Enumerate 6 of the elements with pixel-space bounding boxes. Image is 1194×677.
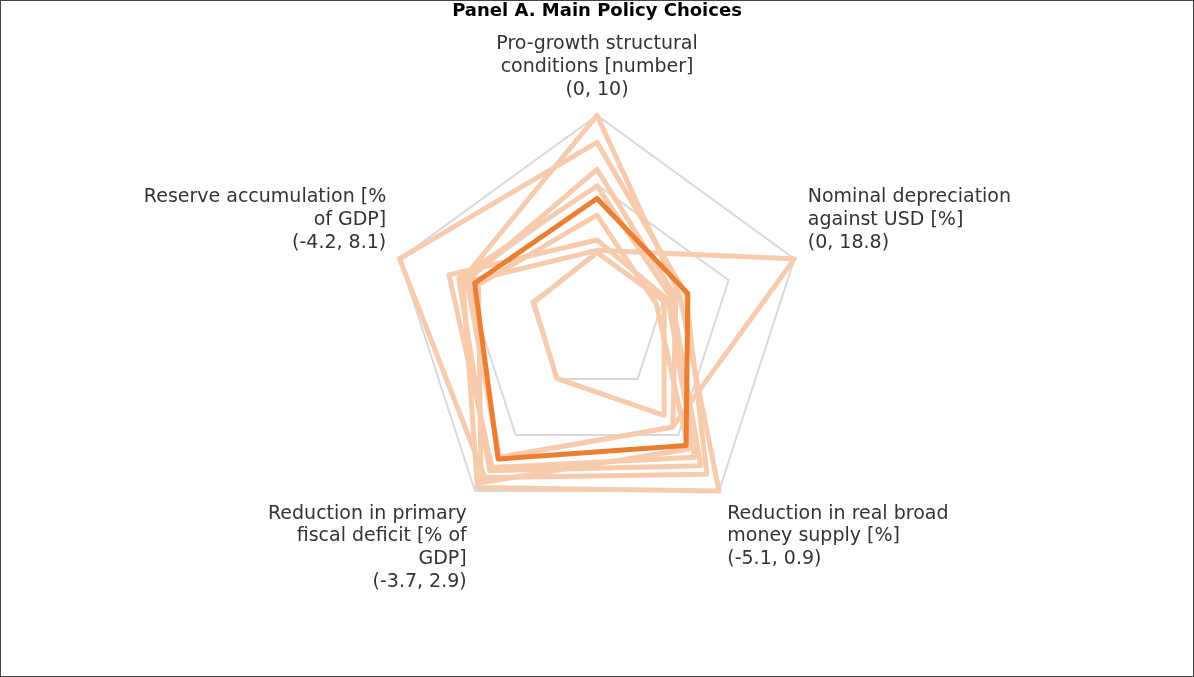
spoke-label: Reserve accumulation [% of GDP] (-4.2, 8.1)	[143, 184, 387, 253]
spoke-label: Reduction in primary fiscal deficit [% of GDP] (-3.7, 2.9)	[268, 500, 469, 592]
spoke-label: Reduction in real broad money supply [%] (-5.1, 0.9)	[727, 500, 949, 569]
chart-title: Panel A. Main Policy Choices	[451, 0, 743, 20]
spoke-label: Pro-growth structural conditions [number] (0, 10)	[496, 31, 698, 99]
spoke-label: Nominal depreciation against USD [%] (0, 18.8)	[807, 184, 1012, 253]
